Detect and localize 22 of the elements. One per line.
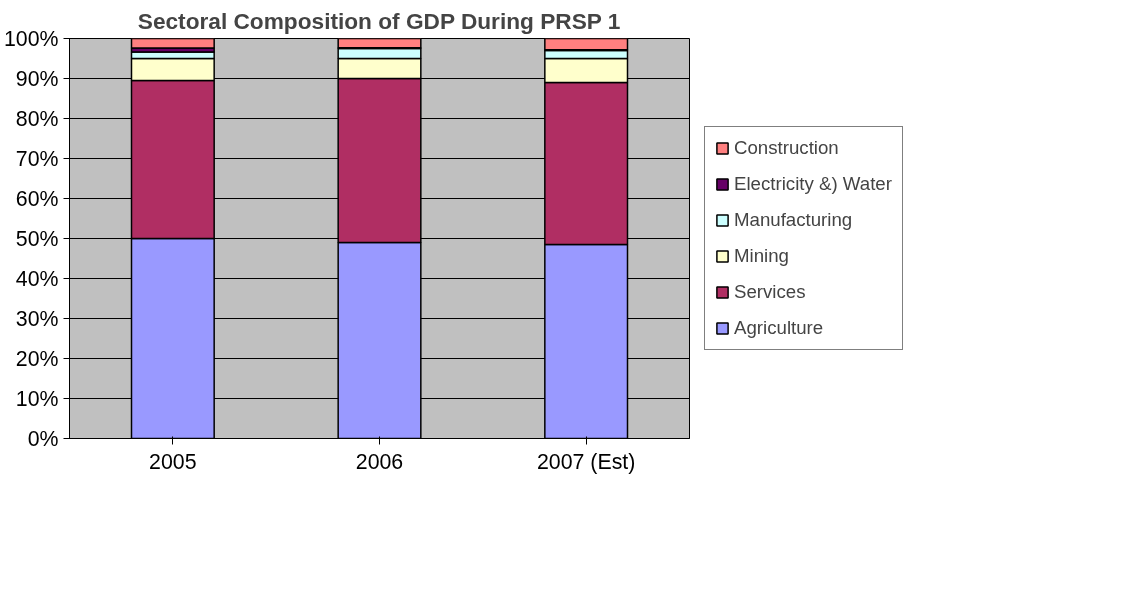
legend-label: Agriculture <box>734 317 824 339</box>
x-tick-label: 2007 (Est) <box>536 449 636 474</box>
y-tick-label: 100% <box>3 26 59 51</box>
legend-label: Services <box>734 281 806 303</box>
y-tick-label: 40% <box>15 266 59 291</box>
bar <box>130 38 215 49</box>
legend-label: Construction <box>734 137 839 159</box>
y-tick-label: 10% <box>15 386 59 411</box>
y-tick-label: 80% <box>15 106 59 131</box>
legend-label: Mining <box>734 245 789 267</box>
y-tick-label: 90% <box>15 66 59 91</box>
x-tick-label: 2006 <box>355 449 404 474</box>
y-tick-label: 0% <box>27 426 59 451</box>
y-tick-label: 30% <box>15 306 59 331</box>
y-tick-label: 20% <box>15 346 59 371</box>
y-tick-label: 60% <box>15 186 59 211</box>
legend-label: Manufacturing <box>734 209 853 231</box>
y-tick-label: 70% <box>15 146 59 171</box>
y-tick-label: 50% <box>15 226 59 251</box>
x-tick-label: 2005 <box>149 449 197 474</box>
legend-label: Electricity &) Water <box>734 173 892 195</box>
chart-title: Sectoral Composition of GDP During PRSP 1 <box>137 7 621 34</box>
